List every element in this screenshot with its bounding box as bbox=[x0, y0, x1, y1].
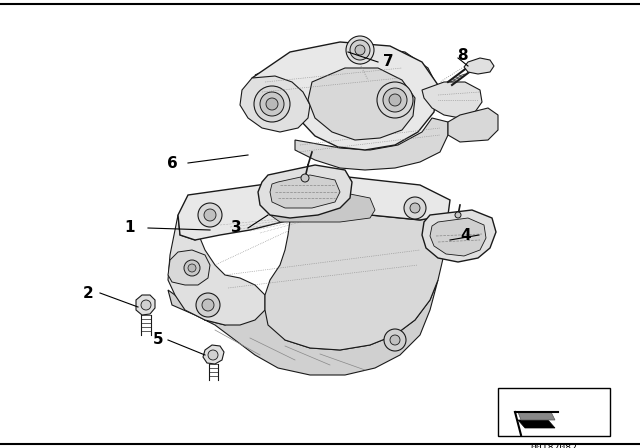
Polygon shape bbox=[448, 108, 498, 142]
Text: 4: 4 bbox=[461, 228, 471, 242]
Polygon shape bbox=[308, 68, 415, 140]
Circle shape bbox=[346, 36, 374, 64]
Polygon shape bbox=[518, 420, 555, 428]
Circle shape bbox=[390, 335, 400, 345]
Circle shape bbox=[141, 300, 151, 310]
Polygon shape bbox=[168, 250, 210, 285]
Polygon shape bbox=[168, 215, 265, 325]
Polygon shape bbox=[203, 345, 224, 364]
Polygon shape bbox=[240, 76, 310, 132]
Polygon shape bbox=[422, 210, 496, 262]
Text: 7: 7 bbox=[383, 55, 394, 69]
Polygon shape bbox=[518, 412, 555, 420]
Polygon shape bbox=[178, 175, 450, 240]
Text: 3: 3 bbox=[230, 220, 241, 236]
Circle shape bbox=[404, 197, 426, 219]
Circle shape bbox=[254, 86, 290, 122]
Polygon shape bbox=[422, 82, 482, 118]
Circle shape bbox=[208, 350, 218, 360]
Polygon shape bbox=[136, 295, 155, 315]
Polygon shape bbox=[430, 218, 486, 256]
Polygon shape bbox=[295, 118, 448, 170]
Text: 8: 8 bbox=[457, 47, 467, 63]
Circle shape bbox=[204, 209, 216, 221]
Circle shape bbox=[266, 98, 278, 110]
Polygon shape bbox=[252, 42, 438, 150]
Polygon shape bbox=[255, 46, 438, 140]
Circle shape bbox=[196, 293, 220, 317]
Text: 2: 2 bbox=[83, 285, 93, 301]
Polygon shape bbox=[168, 280, 438, 375]
Circle shape bbox=[389, 94, 401, 106]
Circle shape bbox=[188, 264, 196, 272]
Circle shape bbox=[350, 40, 370, 60]
Text: 6: 6 bbox=[166, 155, 177, 171]
Circle shape bbox=[455, 212, 461, 218]
Polygon shape bbox=[265, 215, 450, 350]
Circle shape bbox=[383, 88, 407, 112]
Circle shape bbox=[184, 260, 200, 276]
Bar bbox=[498, 388, 610, 436]
Text: 00182082: 00182082 bbox=[531, 443, 577, 448]
Circle shape bbox=[377, 82, 413, 118]
Circle shape bbox=[355, 45, 365, 55]
Circle shape bbox=[301, 174, 309, 182]
Circle shape bbox=[384, 329, 406, 351]
Polygon shape bbox=[268, 192, 375, 222]
Polygon shape bbox=[258, 165, 352, 218]
Circle shape bbox=[198, 203, 222, 227]
Circle shape bbox=[410, 203, 420, 213]
Polygon shape bbox=[464, 58, 494, 74]
Text: 5: 5 bbox=[153, 332, 163, 348]
Polygon shape bbox=[270, 175, 340, 208]
Circle shape bbox=[260, 92, 284, 116]
Text: 1: 1 bbox=[125, 220, 135, 236]
Circle shape bbox=[202, 299, 214, 311]
